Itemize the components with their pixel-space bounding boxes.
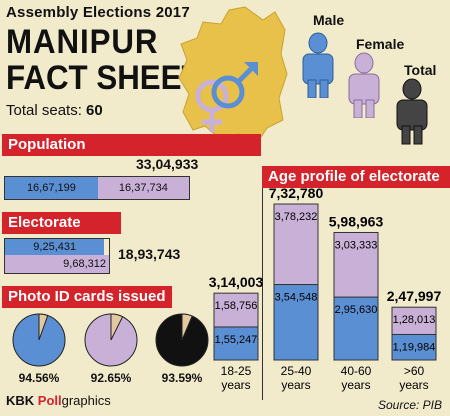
electorate-header: Electorate bbox=[2, 212, 121, 234]
legend-female: Female bbox=[356, 36, 405, 52]
kicker: Assembly Elections 2017 bbox=[6, 4, 190, 21]
electorate-male-segment: 9,25,431 bbox=[5, 239, 105, 255]
category-label-1-1: years bbox=[281, 378, 310, 392]
label-female-1: 3,78,232 bbox=[275, 211, 318, 223]
electorate-label: Electorate bbox=[8, 214, 81, 231]
label-total-0: 3,14,003 bbox=[209, 274, 264, 290]
divider-line bbox=[262, 178, 263, 400]
total-seats: Total seats: 60 bbox=[6, 102, 103, 119]
population-male-value: 16,67,199 bbox=[26, 182, 76, 194]
pie-female-not-issued bbox=[110, 313, 124, 341]
population-total: 33,04,933 bbox=[136, 156, 199, 172]
seats-label: Total seats: bbox=[6, 102, 82, 119]
photo-id-label: Photo ID cards issued bbox=[8, 288, 166, 305]
label-total-1: 7,32,780 bbox=[269, 185, 324, 201]
photo-id-header: Photo ID cards issued bbox=[2, 286, 172, 308]
total-person-icon bbox=[396, 78, 428, 145]
population-bar: 16,67,199 16,37,734 bbox=[4, 176, 190, 200]
category-label-2-1: years bbox=[341, 378, 370, 392]
bar-male-2 bbox=[333, 296, 379, 361]
label-male-0: 1,55,247 bbox=[215, 334, 258, 346]
gender-symbols-icon bbox=[195, 62, 258, 132]
category-label-1-0: 25-40 bbox=[281, 364, 312, 378]
photo-id-total-percent: 93.59% bbox=[161, 371, 203, 385]
label-male-2: 2,95,630 bbox=[335, 304, 378, 316]
pie-total-not-issued bbox=[181, 313, 193, 341]
credit-graphics: graphics bbox=[61, 393, 111, 408]
photo-id-female-percent: 92.65% bbox=[90, 371, 132, 385]
category-label-0-0: 18-25 bbox=[221, 364, 252, 378]
photo-id-pies bbox=[12, 313, 209, 367]
legend-total: Total bbox=[404, 62, 437, 78]
bar-male-0 bbox=[213, 326, 259, 361]
electorate-female-segment: 9,68,312 bbox=[5, 255, 109, 273]
bar-female-1 bbox=[273, 203, 319, 286]
label-male-1: 3,54,548 bbox=[275, 292, 318, 304]
label-male-3: 1,19,984 bbox=[393, 341, 436, 353]
population-male-segment: 16,67,199 bbox=[5, 177, 98, 199]
age-profile-header: Age profile of electorate bbox=[262, 166, 450, 188]
page-title-line1: MANIPUR bbox=[6, 23, 159, 61]
page-title-line2: FACT SHEET bbox=[6, 59, 201, 97]
electorate-male-value: 9,25,431 bbox=[33, 241, 77, 253]
credit-poll: Poll bbox=[37, 393, 62, 408]
category-label-0-1: years bbox=[221, 378, 250, 392]
electorate-bar: 9,25,431 9,68,312 bbox=[4, 238, 110, 274]
credit-kbk: KBK bbox=[6, 393, 38, 408]
population-female-segment: 16,37,734 bbox=[97, 177, 189, 199]
female-person-icon bbox=[348, 52, 380, 118]
male-person-icon bbox=[302, 32, 334, 98]
label-female-2: 3,03,333 bbox=[335, 239, 378, 251]
population-header: Population bbox=[2, 134, 261, 156]
source-note: Source: PIB bbox=[377, 398, 442, 412]
credit: KBK Pollgraphics bbox=[6, 393, 111, 408]
population-female-value: 16,37,734 bbox=[118, 182, 168, 194]
category-label-3-1: years bbox=[399, 378, 428, 392]
electorate-female-value: 9,68,312 bbox=[63, 258, 106, 270]
bar-male-1 bbox=[273, 284, 319, 361]
photo-id-male-percent: 94.56% bbox=[18, 371, 60, 385]
bar-female-0 bbox=[213, 292, 259, 328]
bar-male-3 bbox=[391, 333, 437, 361]
electorate-total: 18,93,743 bbox=[118, 246, 181, 262]
legend-male: Male bbox=[313, 12, 345, 28]
seats-value: 60 bbox=[86, 102, 103, 119]
bar-female-2 bbox=[333, 231, 379, 298]
category-label-3-0: >60 bbox=[404, 364, 425, 378]
age-profile-label: Age profile of electorate bbox=[268, 168, 440, 185]
population-label: Population bbox=[8, 136, 86, 153]
label-female-0: 1,58,756 bbox=[215, 300, 258, 312]
bar-female-3 bbox=[391, 306, 437, 335]
pie-male-not-issued bbox=[38, 313, 49, 341]
label-total-2: 5,98,963 bbox=[329, 213, 384, 229]
label-total-3: 2,47,997 bbox=[387, 288, 442, 304]
age-profile-chart: 1,55,2471,58,7563,14,00318-25years3,54,5… bbox=[209, 185, 442, 392]
label-female-3: 1,28,013 bbox=[393, 314, 436, 326]
category-label-2-0: 40-60 bbox=[341, 364, 372, 378]
